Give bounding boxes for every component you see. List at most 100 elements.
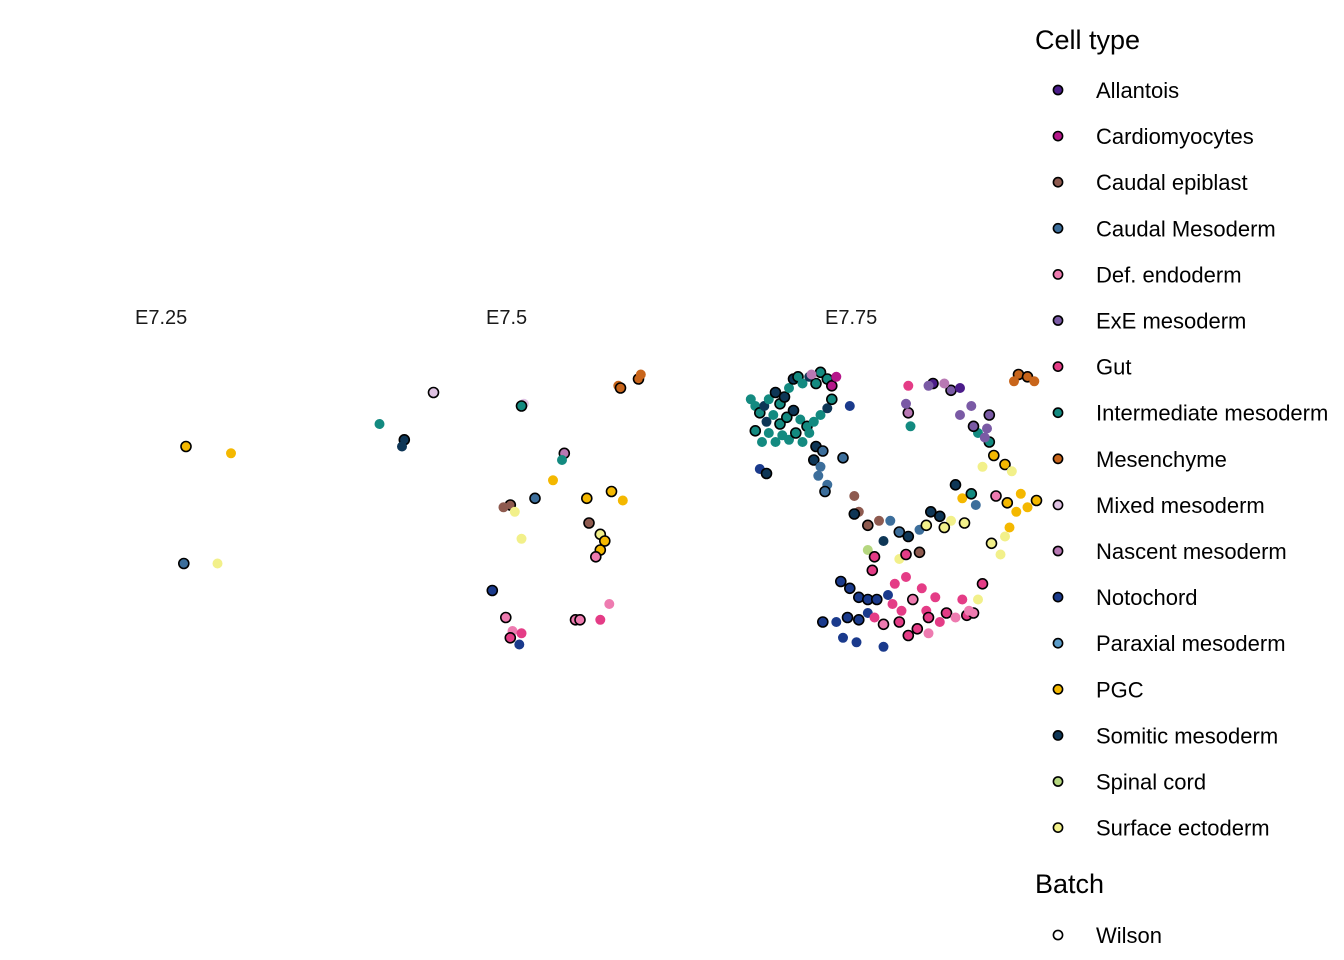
data-point xyxy=(789,427,802,439)
data-point xyxy=(870,593,883,606)
data-point xyxy=(761,416,772,427)
data-point xyxy=(516,628,527,639)
data-point xyxy=(883,590,893,600)
legend-key-gut xyxy=(1052,361,1064,372)
legend-label-spinal-cord: Spinal cord xyxy=(1096,770,1206,795)
legend-key-caudal-epiblast xyxy=(1052,176,1064,188)
data-point xyxy=(911,622,924,635)
data-point xyxy=(851,637,862,648)
legend-label-allantois: Allantois xyxy=(1096,78,1179,103)
data-point xyxy=(934,617,945,627)
panel-label-e7-25: E7.25 xyxy=(135,307,187,329)
data-point xyxy=(822,403,833,414)
data-point xyxy=(815,461,826,472)
legend-label-cardiomyocytes: Cardiomyocytes xyxy=(1096,124,1254,149)
data-point xyxy=(901,572,911,582)
data-point xyxy=(614,382,627,394)
legend-label-exe-mesoderm: ExE mesoderm xyxy=(1096,309,1246,334)
data-point xyxy=(583,517,595,529)
data-point xyxy=(902,406,915,419)
data-point xyxy=(795,414,806,425)
data-point xyxy=(900,548,912,561)
data-point xyxy=(896,605,907,616)
data-point xyxy=(784,383,794,393)
data-point xyxy=(498,502,509,513)
data-point xyxy=(1006,466,1017,477)
data-point xyxy=(499,611,512,624)
data-point xyxy=(902,629,915,642)
legend-key-cardiomyocytes xyxy=(1052,130,1064,142)
data-point xyxy=(816,445,829,457)
data-point xyxy=(878,641,889,652)
data-point xyxy=(784,434,794,445)
data-point xyxy=(226,448,236,459)
data-point xyxy=(815,410,826,420)
data-point xyxy=(178,557,190,570)
legend: Cell type Allantois Cardiomyocytes Caudal … xyxy=(1035,25,1328,948)
legend-label-caudal-epiblast: Caudal epiblast xyxy=(1096,170,1248,195)
data-point xyxy=(180,440,192,453)
data-point xyxy=(374,419,385,429)
data-point xyxy=(922,611,935,624)
data-point xyxy=(804,428,815,438)
data-point xyxy=(889,578,900,589)
panel-label-e7-5: E7.5 xyxy=(486,307,527,329)
data-point xyxy=(849,491,860,501)
panel-label-e7-75: E7.75 xyxy=(825,307,877,329)
data-point xyxy=(825,379,838,392)
data-point xyxy=(838,632,848,643)
data-point xyxy=(958,517,971,529)
data-point xyxy=(957,594,968,605)
data-point xyxy=(515,400,528,412)
data-point xyxy=(848,508,861,520)
data-point xyxy=(906,593,919,606)
legend-label-caudal-mesoderm: Caudal Mesoderm xyxy=(1096,216,1276,241)
data-point xyxy=(1009,376,1019,387)
data-point xyxy=(598,535,611,547)
data-point xyxy=(1015,488,1026,499)
data-point xyxy=(1029,376,1040,387)
data-point xyxy=(916,583,927,594)
data-point xyxy=(843,582,856,595)
data-point xyxy=(819,485,831,498)
data-point xyxy=(516,533,527,544)
data-point xyxy=(869,612,880,623)
data-point xyxy=(1030,494,1043,507)
data-point xyxy=(780,411,793,424)
data-point xyxy=(949,478,962,491)
data-point xyxy=(837,451,849,464)
legend-label-mixed-mesoderm: Mixed mesoderm xyxy=(1096,493,1265,518)
data-point xyxy=(940,607,953,619)
legend-key-mesenchyme xyxy=(1052,453,1064,465)
data-point xyxy=(604,599,615,609)
legend-label-intermediate-mesoderm: Intermediate mesoderm xyxy=(1096,401,1328,426)
data-point xyxy=(901,398,911,409)
data-point xyxy=(982,423,992,434)
data-point xyxy=(797,437,808,447)
data-point xyxy=(913,546,926,559)
legend-key-def-endoderm xyxy=(1052,268,1064,280)
data-point xyxy=(923,628,934,639)
data-point xyxy=(1004,522,1015,533)
data-point xyxy=(966,401,977,411)
data-point xyxy=(987,449,1000,462)
data-point xyxy=(1000,531,1010,542)
data-point xyxy=(844,401,855,411)
data-point xyxy=(774,418,786,430)
data-point xyxy=(509,506,520,517)
data-point xyxy=(557,455,567,465)
data-point xyxy=(965,487,978,500)
data-point xyxy=(831,371,842,382)
legend-key-notochord xyxy=(1052,591,1064,603)
data-point xyxy=(813,470,824,481)
data-point xyxy=(816,616,829,628)
data-point xyxy=(957,493,968,504)
data-point xyxy=(905,421,916,432)
data-point xyxy=(749,424,762,437)
data-point xyxy=(595,614,606,625)
legend-label-pgc: PGC xyxy=(1096,677,1144,702)
legend-key-surface-ectoderm xyxy=(1052,822,1064,833)
data-point xyxy=(939,378,950,389)
data-point xyxy=(938,521,951,534)
data-point xyxy=(923,380,934,391)
